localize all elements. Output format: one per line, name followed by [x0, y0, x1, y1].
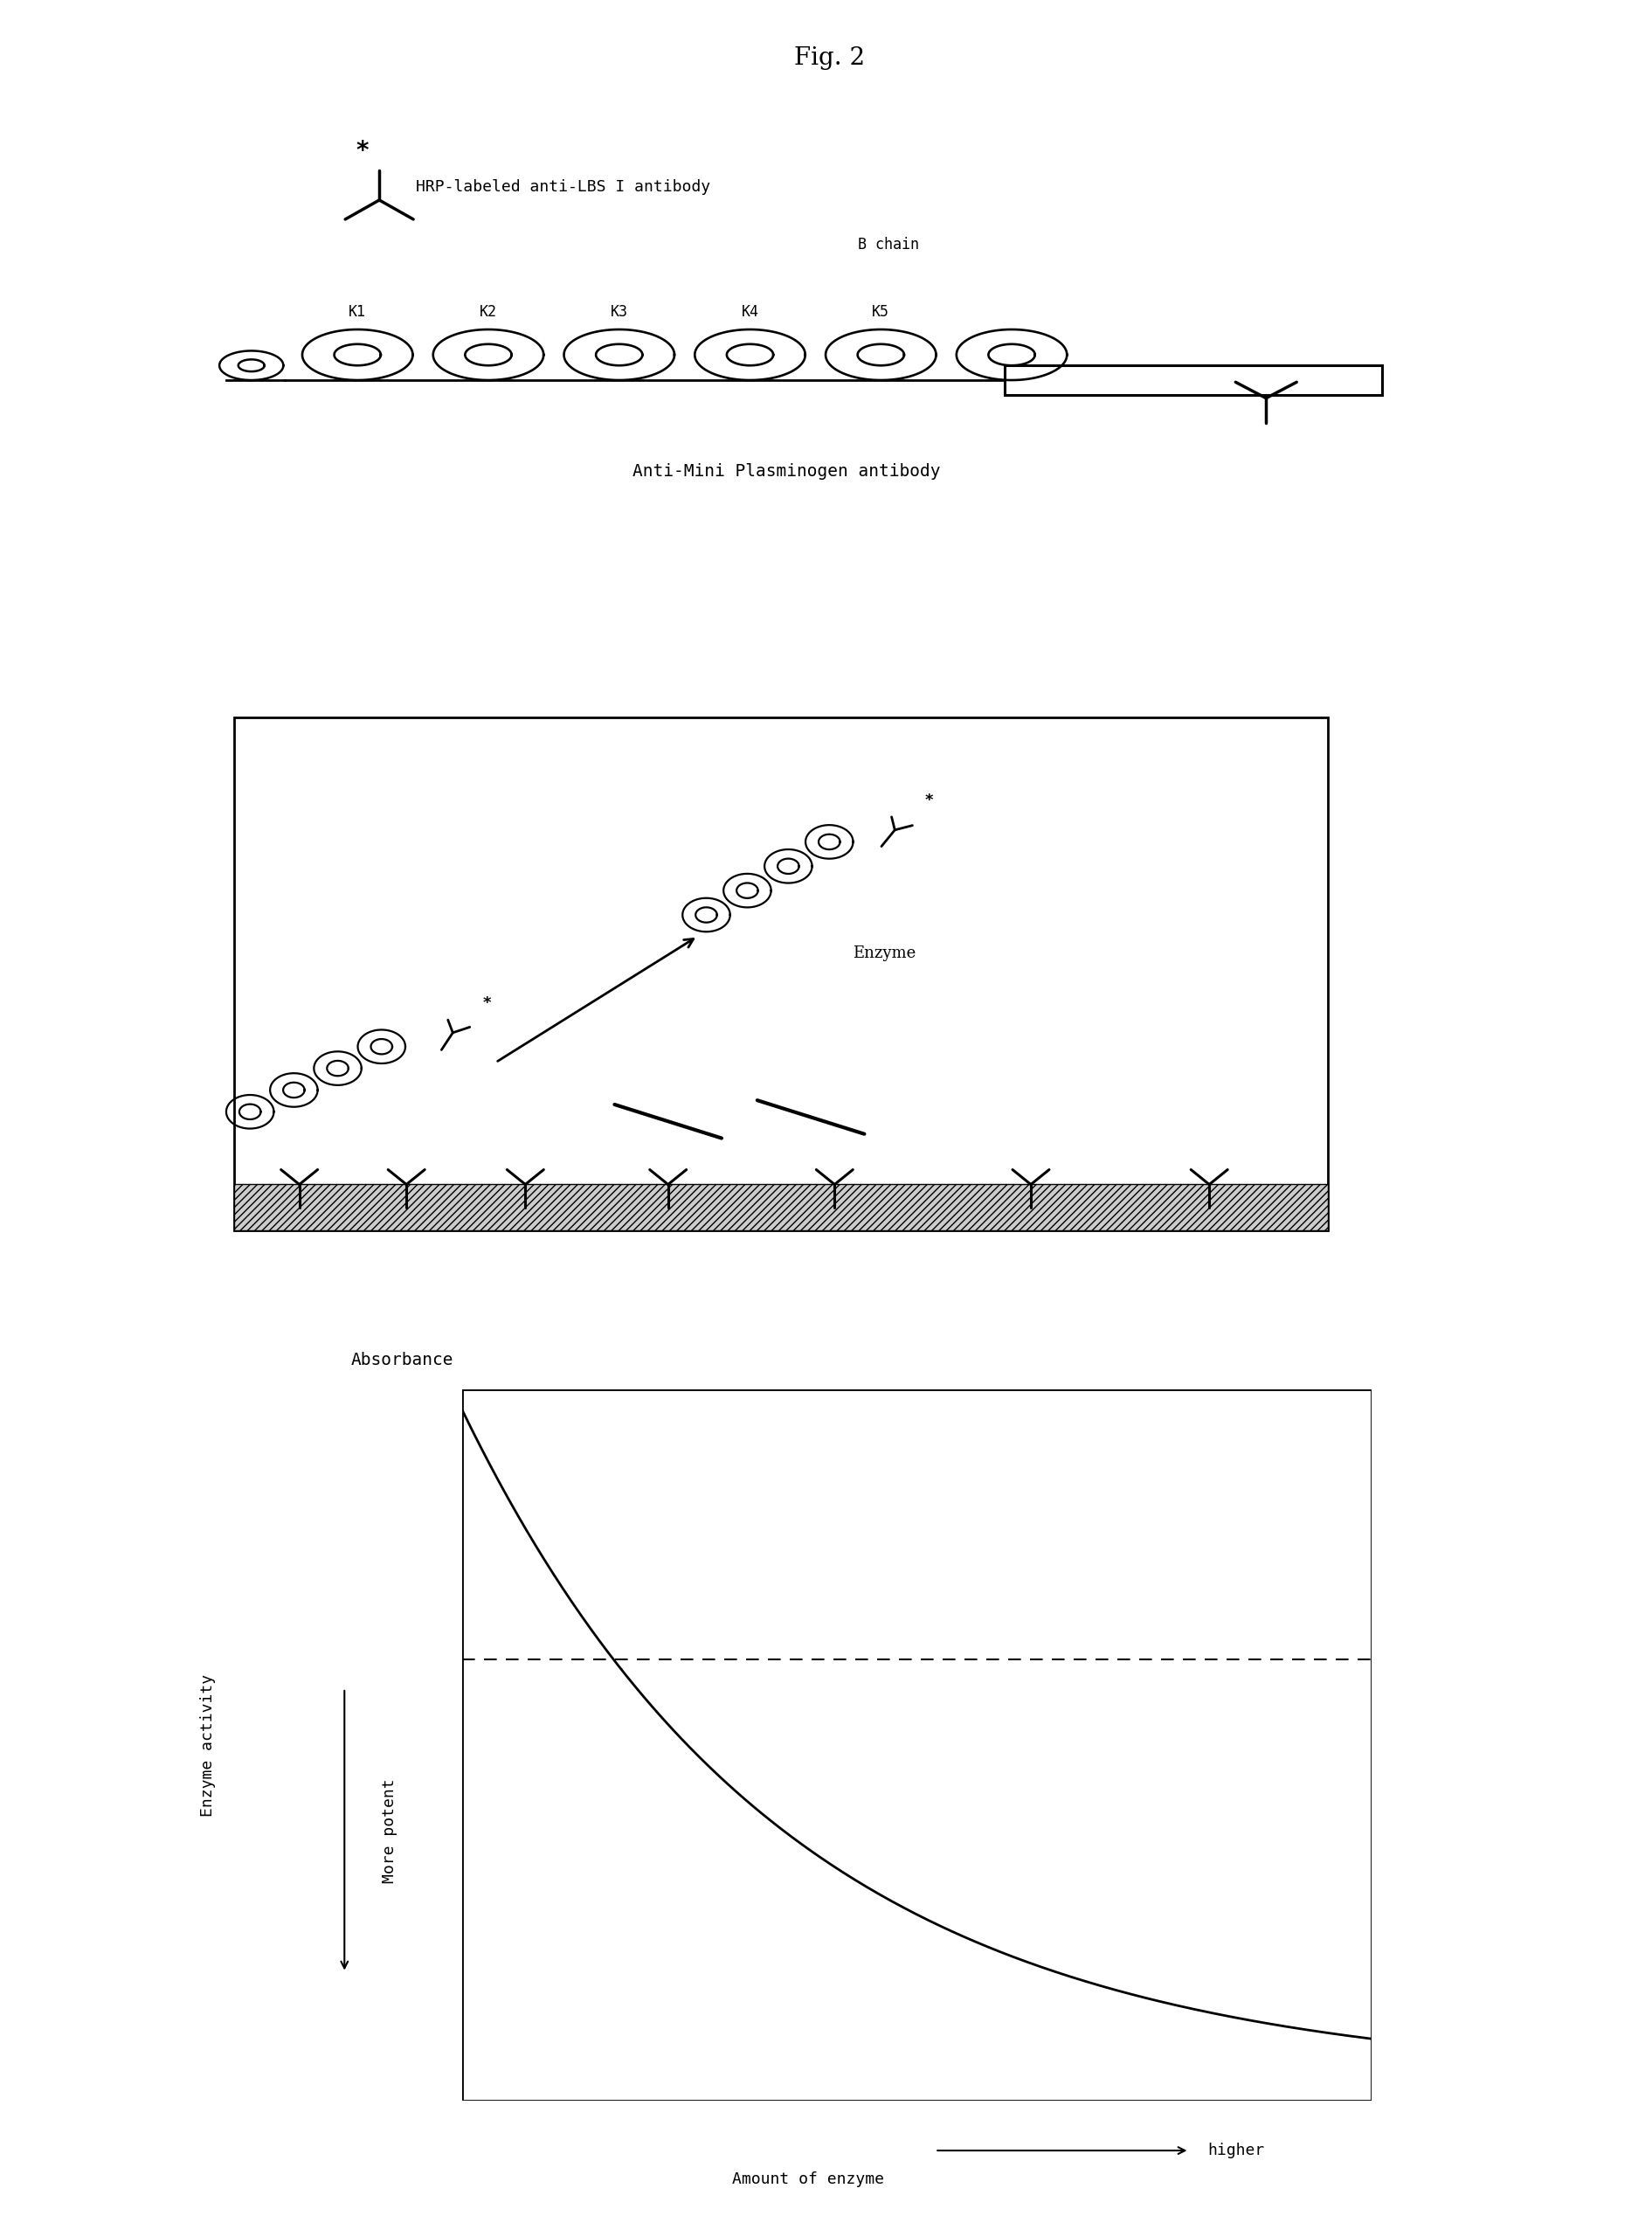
Text: More potent: More potent — [382, 1778, 398, 1883]
Text: K4: K4 — [742, 305, 758, 320]
Text: Enzyme: Enzyme — [852, 945, 915, 960]
Text: K3: K3 — [611, 305, 628, 320]
Text: *: * — [482, 996, 491, 1011]
Text: K2: K2 — [479, 305, 497, 320]
Text: Absorbance: Absorbance — [350, 1352, 453, 1367]
Text: *: * — [925, 791, 933, 809]
Bar — [235, 1185, 1328, 1232]
Text: K1: K1 — [349, 305, 367, 320]
Bar — [1004, 365, 1383, 396]
Text: Amount of enzyme: Amount of enzyme — [732, 2172, 884, 2187]
Bar — [235, 718, 1328, 1232]
Text: HRP-labeled anti-LBS I antibody: HRP-labeled anti-LBS I antibody — [416, 178, 710, 196]
Text: B chain: B chain — [857, 238, 919, 253]
Text: Anti-Mini Plasminogen antibody: Anti-Mini Plasminogen antibody — [633, 465, 940, 480]
Text: K5: K5 — [872, 305, 889, 320]
Text: Fig. 2: Fig. 2 — [795, 47, 866, 71]
Text: *: * — [355, 138, 368, 162]
Text: Enzyme activity: Enzyme activity — [200, 1674, 216, 1816]
Text: higher: higher — [1208, 2143, 1265, 2159]
